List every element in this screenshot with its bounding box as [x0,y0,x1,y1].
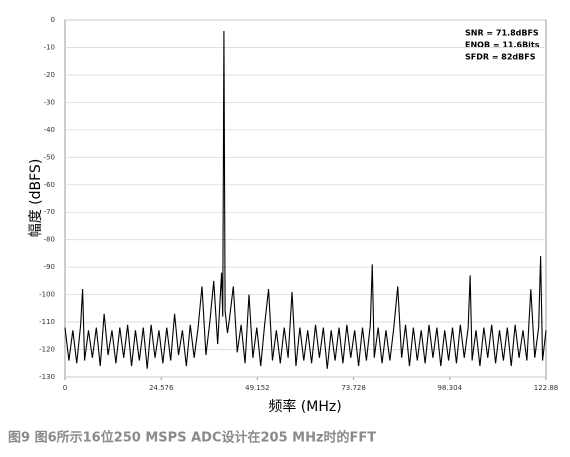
y-tick-label: -10 [44,43,55,51]
x-tick-label: 49.152 [245,384,270,392]
x-tick-label: 73.728 [341,384,366,392]
y-tick-label: -110 [39,318,55,326]
caption: 图9 图6所示16位250 MSPS ADC设计在205 MHz时的FFT [8,430,376,446]
y-tick-label: -50 [44,153,55,161]
y-tick-label: -90 [44,263,55,271]
fft-line [64,30,547,369]
y-tick-label: -100 [39,291,55,299]
y-tick-label: -130 [39,373,55,381]
y-axis-label: 幅度 (dBFS) [28,159,44,238]
x-tick-label: 98.304 [438,384,463,392]
x-axis-label: 频率 (MHz) [268,398,341,415]
x-tick-label: 122.88 [534,384,559,392]
y-tick-label: -70 [44,208,55,216]
x-tick-label: 24.576 [149,384,174,392]
annotation: SFDR = 82dBFS [465,53,536,62]
y-tick-label: -30 [44,98,55,106]
y-tick-label: -60 [44,181,55,189]
y-tick-label: -40 [44,126,55,134]
annotation: ENOB = 11.6Bits [465,41,540,50]
annotation: SNR = 71.8dBFS [465,29,539,38]
y-tick-label: -20 [44,71,55,79]
y-tick-label: -120 [39,346,55,354]
y-tick-label: 0 [51,16,55,24]
x-tick-label: 0 [63,384,67,392]
y-tick-label: -80 [44,236,55,244]
